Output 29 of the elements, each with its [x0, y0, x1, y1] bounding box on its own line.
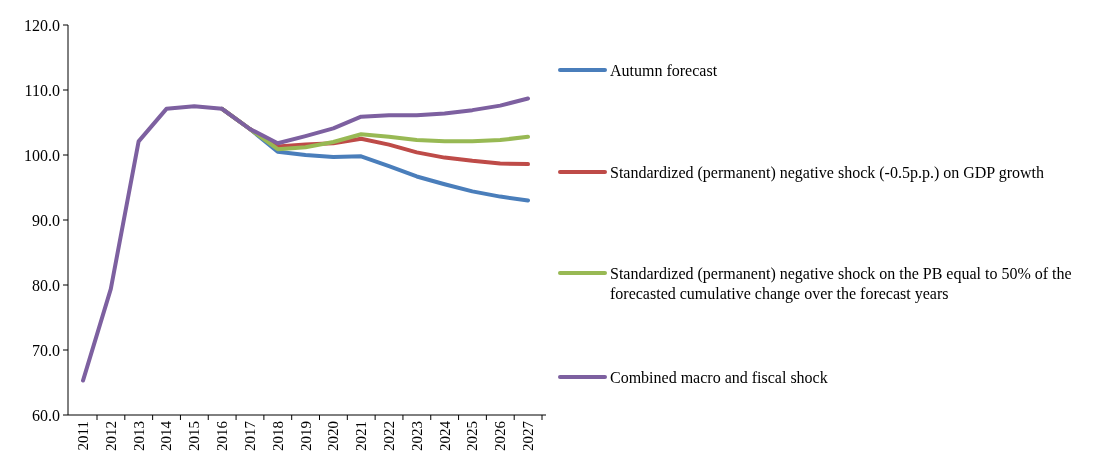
x-tick-label: 2016: [214, 420, 231, 451]
x-tick-label: 2021: [353, 421, 370, 451]
legend-label: Autumn forecast: [610, 61, 718, 79]
y-tick-label: 120.0: [24, 16, 60, 34]
x-tick-label: 2024: [436, 420, 453, 451]
x-tick-label: 2017: [241, 420, 258, 451]
x-tick-label: 2019: [297, 421, 314, 451]
x-tick-label: 2012: [102, 421, 119, 451]
x-tick-label: 2026: [492, 420, 509, 451]
x-tick-label: 2020: [325, 421, 342, 451]
x-tick-label: 2018: [269, 421, 286, 451]
line-series: [81, 96, 530, 383]
y-tick-label: 80.0: [32, 276, 60, 294]
legend-label: Standardized (permanent) negative shock on the PB equal to 50% of the forecasted cumulative change over the forecast years: [610, 264, 1072, 304]
x-tick-label: 2027: [520, 420, 536, 451]
x-tick-label: 2023: [408, 421, 425, 451]
y-tick-label: 90.0: [32, 211, 60, 229]
y-tick-label: 100.0: [24, 146, 60, 164]
x-tick-label: 2022: [380, 421, 397, 451]
x-tick-label: 2013: [130, 421, 147, 451]
y-tick-label: 110.0: [24, 81, 60, 99]
x-tick-label: 2025: [464, 421, 481, 451]
x-tick-label: 2014: [158, 420, 175, 451]
legend-label: Standardized (permanent) negative shock (-0.5p.p.) on GDP growth: [610, 163, 1044, 182]
legend-label: Combined macro and fiscal shock: [610, 368, 828, 386]
x-tick-label: 2011: [75, 421, 91, 451]
y-tick-label: 60.0: [32, 406, 60, 424]
x-tick-label: 2015: [186, 421, 203, 451]
y-tick-label: 70.0: [32, 341, 60, 359]
